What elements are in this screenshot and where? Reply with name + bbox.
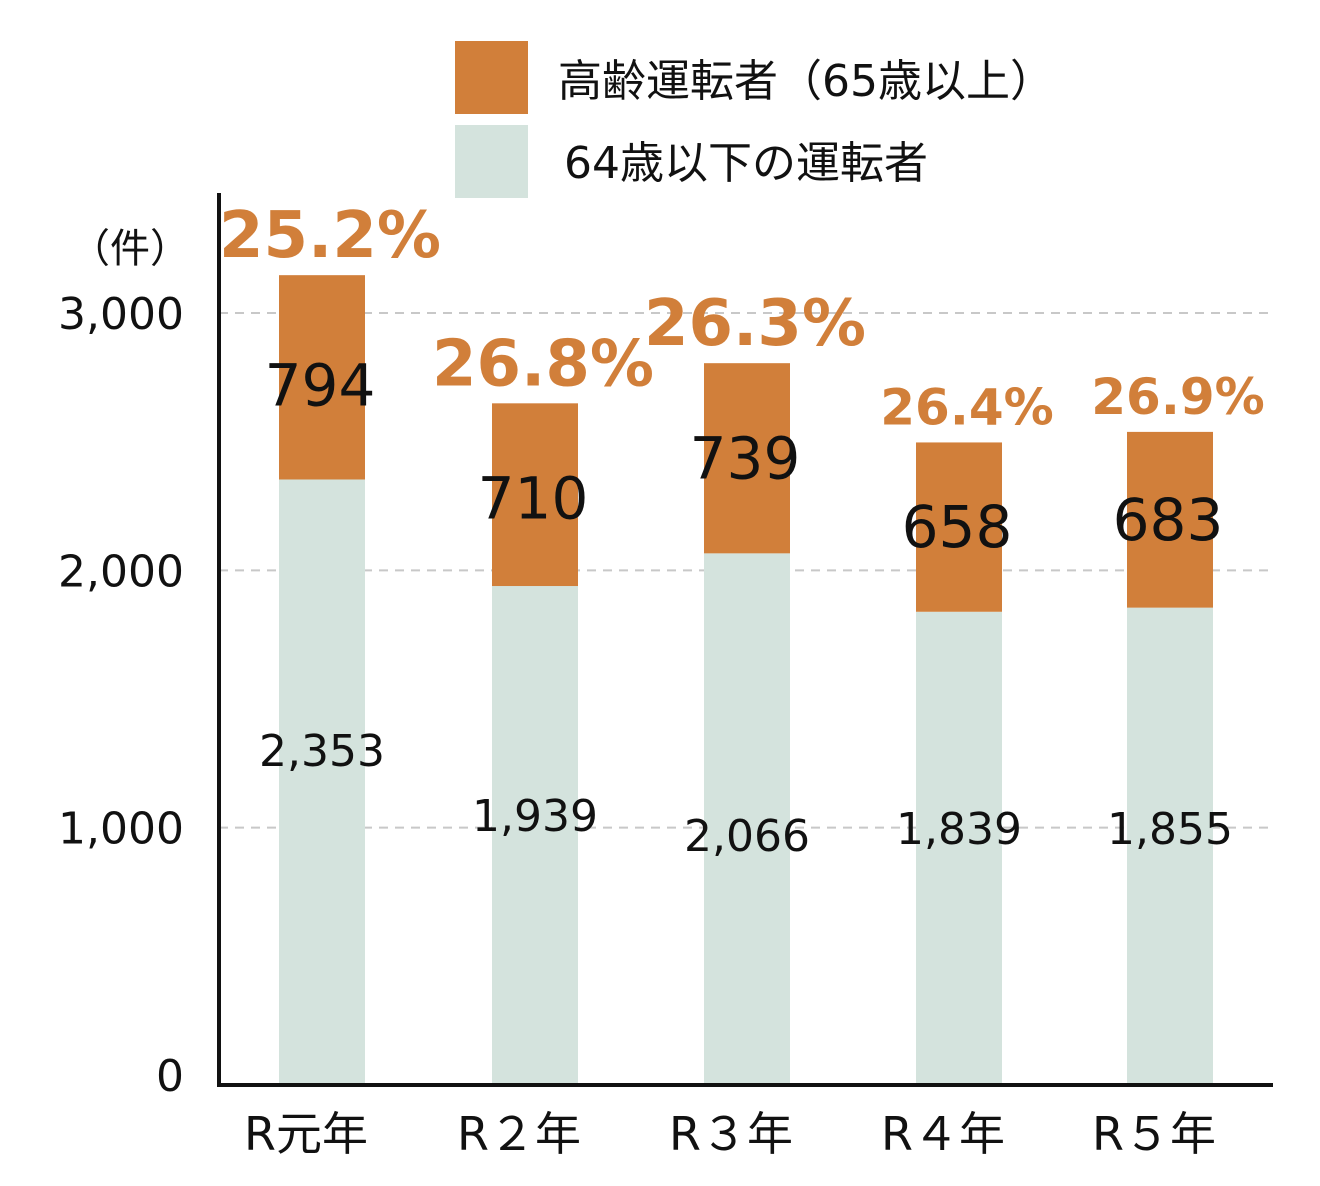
axes: R元年 R２年 R３年 R４年 R５年 0 1,000 2,000 3,000 （件） [58,193,1273,1161]
y-tick-label: 0 [156,1051,184,1102]
x-tick-label: R４年 [881,1107,1005,1161]
legend-label: 64歳以下の運転者 [564,138,928,189]
y-tick-label: 1,000 [58,804,184,855]
senior-percentage-label: 26.8% [432,327,654,401]
senior-value-label: 658 [902,493,1013,561]
under-64-value-label: 1,855 [1107,804,1233,855]
legend-swatch [455,41,528,114]
x-tick-label: R２年 [457,1107,581,1161]
legend-label: 高齢運転者（65歳以上） [558,56,1054,107]
senior-value-label: 739 [690,424,801,492]
senior-percentage-label: 26.4% [880,378,1053,436]
x-tick-label: R５年 [1092,1107,1216,1161]
senior-value-label: 683 [1113,486,1224,554]
bar-senior-1 [279,275,365,480]
legend: 高齢運転者（65歳以上） 64歳以下の運転者 [455,41,1054,198]
senior-percentage-label: 25.2% [219,199,441,273]
y-unit-label: （件） [70,226,190,272]
bar-under-64-2 [492,586,578,1085]
senior-percentage-label: 26.9% [1091,368,1264,426]
bar-under-64-1 [279,479,365,1086]
data-labels: 794 2,353 25.2% 710 1,939 26.8% 739 2,066 26.3% 6… [219,199,1265,862]
under-64-value-label: 2,066 [684,811,810,862]
x-tick-label: R元年 [244,1107,368,1161]
under-64-value-label: 1,939 [472,791,598,842]
bar-under-64-5 [1127,607,1213,1085]
legend-swatch [455,125,528,198]
senior-value-label: 794 [265,352,376,420]
senior-percentage-label: 26.3% [644,287,866,361]
x-tick-label: R３年 [669,1107,793,1161]
bar-senior-5 [1127,431,1213,608]
bar-senior-4 [916,442,1002,612]
y-tick-label: 2,000 [58,546,184,597]
bar-under-64-4 [916,611,1002,1085]
under-64-value-label: 1,839 [896,804,1022,855]
senior-value-label: 710 [478,464,589,532]
bars [279,275,1213,1086]
bar-under-64-3 [704,553,790,1085]
bar-senior-2 [492,403,578,587]
y-tick-label: 3,000 [58,289,184,340]
bar-senior-3 [704,363,790,554]
under-64-value-label: 2,353 [259,726,385,777]
